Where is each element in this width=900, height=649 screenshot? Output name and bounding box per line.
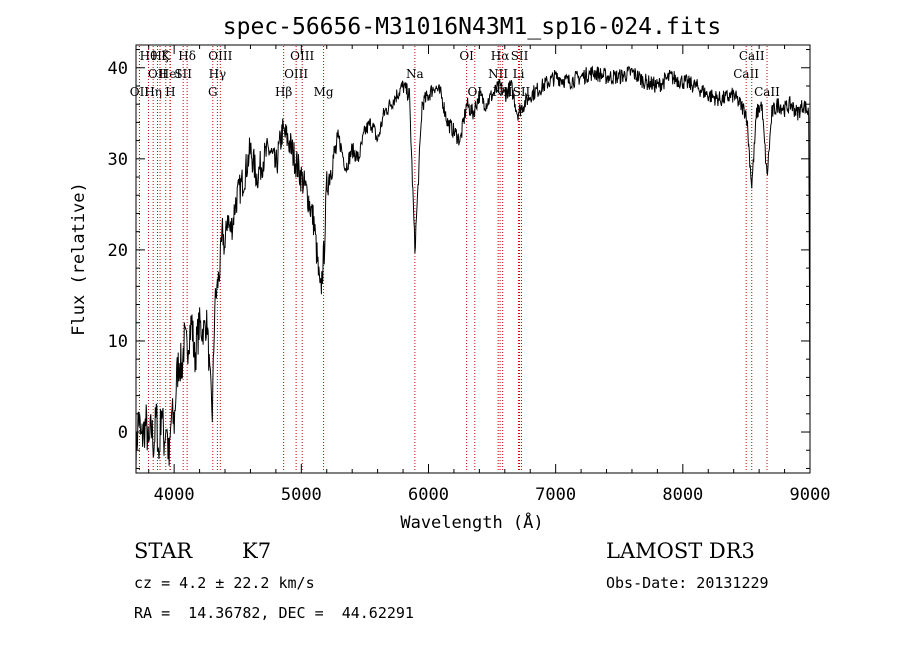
line-marker-label: OIII bbox=[290, 49, 314, 63]
object-class: STAR bbox=[134, 539, 193, 563]
line-marker-label: Mg bbox=[314, 85, 334, 99]
coordinates-line: RA = 14.36782, DEC = 44.62291 bbox=[134, 604, 414, 622]
line-marker-label: Hη bbox=[144, 85, 162, 99]
line-marker-label: OII bbox=[130, 85, 150, 99]
y-tick-label: 30 bbox=[108, 150, 128, 170]
x-tick-label: 6000 bbox=[408, 485, 449, 505]
x-axis: 4000 5000 6000 7000 8000 9000 bbox=[148, 45, 831, 505]
line-marker-label: OII bbox=[148, 67, 168, 81]
plot-frame bbox=[135, 44, 811, 474]
x-axis-label: Wavelength (Å) bbox=[400, 511, 543, 533]
line-marker-label: CaII bbox=[733, 67, 759, 81]
redshift-line: cz = 4.2 ± 22.2 km/s bbox=[134, 574, 315, 592]
spectrum-series bbox=[135, 65, 811, 473]
spectrum-line bbox=[135, 65, 811, 473]
x-tick-label: 5000 bbox=[281, 485, 322, 505]
y-axis-label: Flux (relative) bbox=[69, 182, 89, 336]
subclass: K7 bbox=[242, 539, 272, 563]
obs-date-line: Obs-Date: 20131229 bbox=[606, 574, 769, 592]
x-tick-label: 9000 bbox=[790, 485, 831, 505]
line-markers: OIIHθHηOIIHζKHeIHSIIHδGHγOIIIHβOIIIOIIIM… bbox=[130, 46, 780, 472]
line-marker-label: OI bbox=[459, 49, 474, 63]
x-tick-label: 8000 bbox=[662, 485, 703, 505]
line-marker-label: H bbox=[165, 85, 175, 99]
survey-name: LAMOST DR3 bbox=[606, 539, 755, 563]
line-marker-label: Na bbox=[406, 67, 424, 81]
line-marker-label: CaII bbox=[754, 85, 780, 99]
x-tick-label: 7000 bbox=[535, 485, 576, 505]
y-tick-label: 40 bbox=[108, 59, 128, 79]
y-tick-label: 0 bbox=[118, 423, 128, 443]
line-marker-label: Li bbox=[513, 67, 525, 81]
line-marker-label: K bbox=[161, 49, 171, 63]
x-tick-label: 4000 bbox=[154, 485, 195, 505]
line-marker-label: Hδ bbox=[178, 49, 196, 63]
line-marker-label: SII bbox=[511, 49, 529, 63]
line-marker-label: SII bbox=[174, 67, 192, 81]
line-marker-label: Hα bbox=[491, 49, 510, 63]
chart-title: spec-56656-M31016N43M1_sp16-024.fits bbox=[223, 14, 722, 40]
line-marker-label: OIII bbox=[284, 67, 308, 81]
line-marker-label: Hβ bbox=[275, 85, 292, 99]
y-axis: 0 10 20 30 40 bbox=[108, 49, 810, 469]
y-tick-label: 20 bbox=[108, 241, 128, 261]
line-marker-label: NII bbox=[488, 67, 508, 81]
line-marker-label: OIII bbox=[208, 49, 232, 63]
y-tick-label: 10 bbox=[108, 332, 128, 352]
line-marker-label: Hγ bbox=[209, 67, 227, 81]
line-marker-label: G bbox=[208, 85, 218, 99]
line-marker-label: Hζ bbox=[152, 49, 169, 63]
line-marker-label: CaII bbox=[739, 49, 765, 63]
